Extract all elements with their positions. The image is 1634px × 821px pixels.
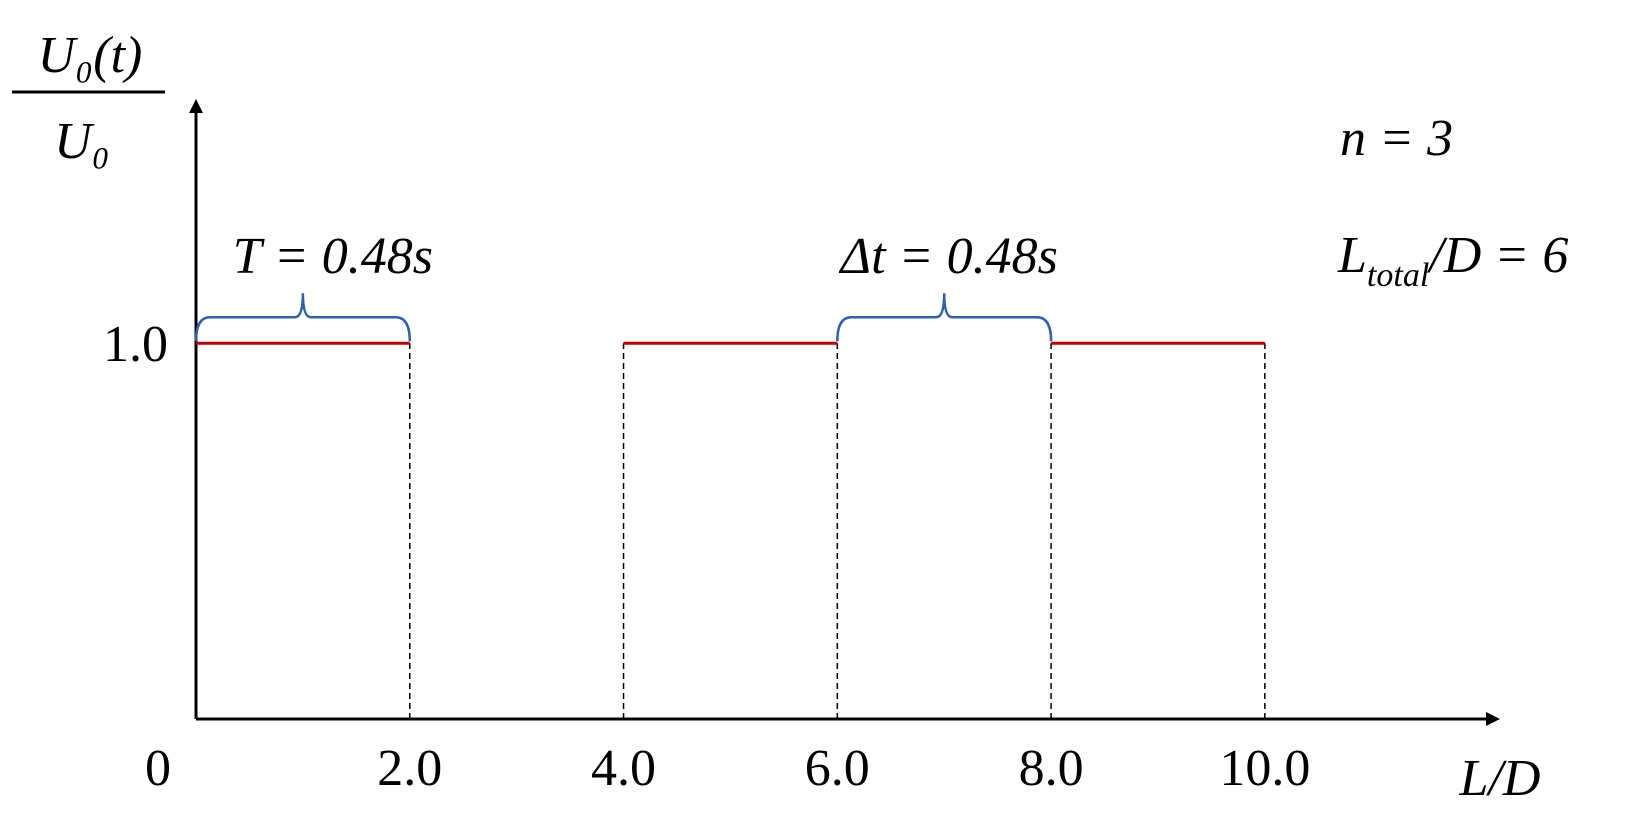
length-rest: /D = 6 <box>1426 227 1568 284</box>
y-axis-arrow <box>189 99 203 113</box>
annotation-count: n = 3 <box>1340 110 1453 167</box>
x-tick-label: 2.0 <box>377 740 442 797</box>
x-tick-label: 4.0 <box>591 740 656 797</box>
x-tick-label: 0 <box>145 740 171 797</box>
x-tick-label: 6.0 <box>805 740 870 797</box>
length-sub: total <box>1367 257 1429 294</box>
y-label-denominator: U₀ <box>54 113 110 170</box>
annotation-length: Ltotal/D = 6 <box>1337 227 1568 294</box>
x-tick-label: 10.0 <box>1219 740 1310 797</box>
x-label: L/D <box>1459 750 1541 807</box>
bracket <box>194 293 412 342</box>
x-axis-arrow <box>1486 712 1500 726</box>
annotation-period: T = 0.48s <box>233 228 433 285</box>
y-tick-label: 1.0 <box>103 316 168 373</box>
annotation-gap: Δt = 0.48s <box>839 228 1058 285</box>
bracket <box>836 293 1053 342</box>
length-main: L <box>1337 227 1367 284</box>
x-tick-label: 8.0 <box>1019 740 1084 797</box>
y-label-numerator: U₀(t) <box>38 27 143 84</box>
